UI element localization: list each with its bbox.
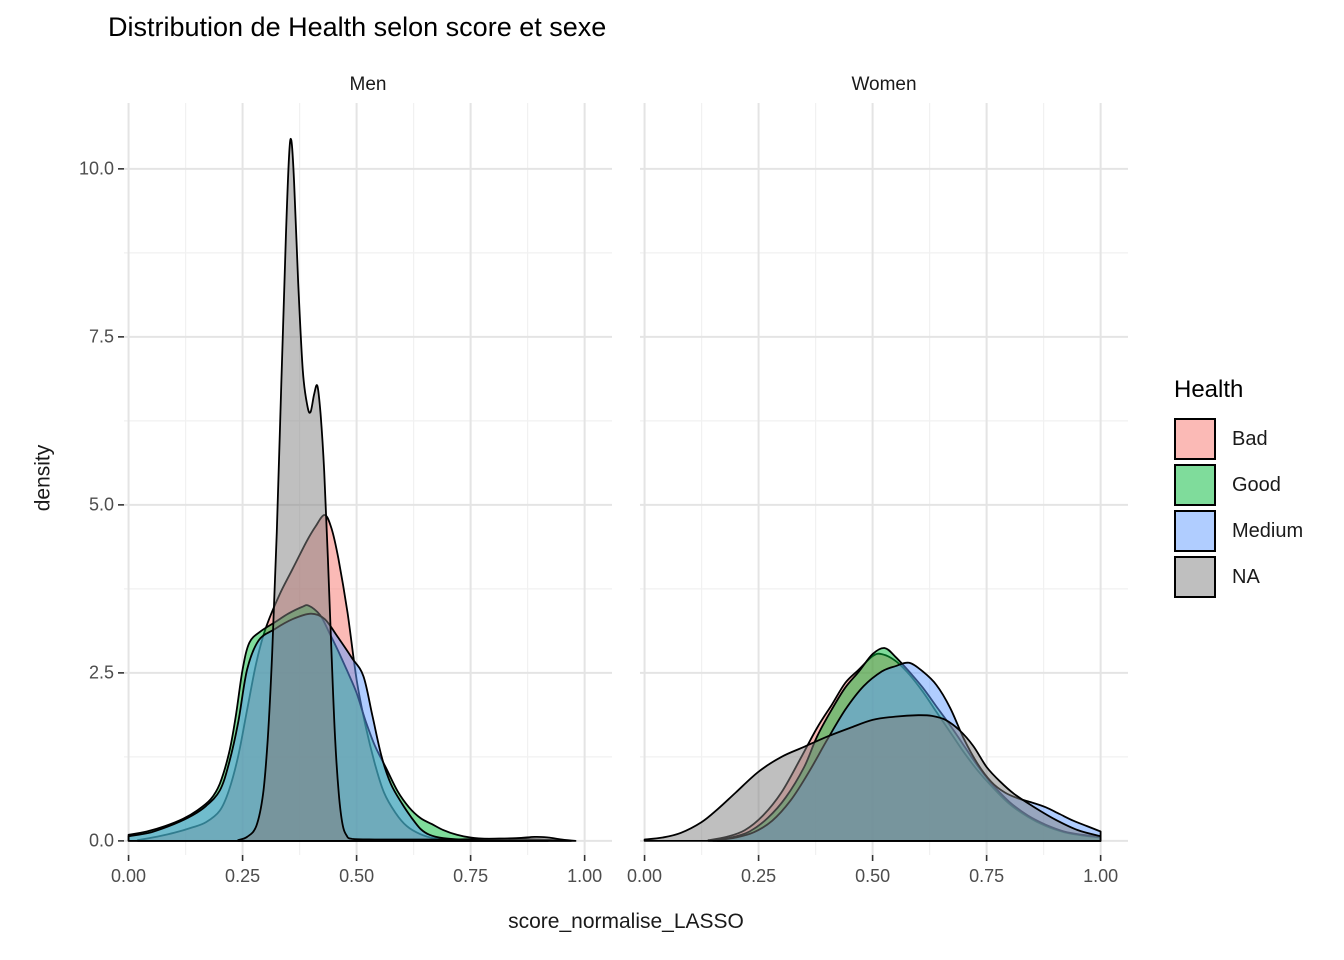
- x-tick-label: 1.00: [1083, 866, 1119, 886]
- legend-entry-na: NA: [1168, 556, 1303, 598]
- legend-label: NA: [1232, 565, 1260, 588]
- legend-entries: Bad Good Medium NA: [1168, 418, 1303, 598]
- x-tick-label: 0.50: [855, 866, 891, 886]
- x-axis-title: score_normalise_LASSO: [508, 910, 744, 933]
- facet-strip-men: Men: [349, 74, 387, 95]
- density-area-men-medium: [127, 612, 549, 842]
- legend-title: Health: [1174, 376, 1244, 403]
- legend-entry-good: Good: [1168, 464, 1303, 506]
- legend: Health Bad Good Medium NA: [1168, 376, 1303, 602]
- legend-label: Medium: [1232, 519, 1304, 542]
- legend-swatch-bad: [1174, 418, 1216, 460]
- x-tick-label: 0.25: [741, 866, 777, 886]
- page-title: Distribution de Health selon score et se…: [108, 12, 607, 42]
- y-tick-label: 10.0: [78, 158, 114, 179]
- legend-entry-medium: Medium: [1168, 510, 1303, 552]
- x-tick-label: 0.75: [453, 866, 489, 886]
- y-tick-label: 2.5: [88, 662, 114, 683]
- density-area-men-na: [237, 137, 577, 842]
- y-tick-label: 7.5: [88, 326, 114, 347]
- x-tick-label: 0.25: [225, 866, 261, 886]
- facet-strip-women: Women: [851, 74, 917, 95]
- x-tick-label: 0.75: [969, 866, 1005, 886]
- density-area-women-na: [643, 714, 1102, 842]
- y-axis-title: density: [31, 444, 55, 512]
- x-tick-label: 0.00: [627, 866, 663, 886]
- legend-swatch-na: [1174, 556, 1216, 598]
- x-tick-label: 0.50: [339, 866, 375, 886]
- legend-label: Bad: [1232, 427, 1268, 450]
- legend-swatch-good: [1174, 464, 1216, 506]
- x-tick-label: 0.00: [111, 866, 147, 886]
- legend-label: Good: [1232, 473, 1281, 496]
- y-tick-label: 5.0: [88, 494, 114, 515]
- x-tick-label: 1.00: [567, 866, 603, 886]
- y-tick-label: 0.0: [88, 830, 114, 851]
- legend-entry-bad: Bad: [1168, 418, 1303, 460]
- legend-swatch-medium: [1174, 510, 1216, 552]
